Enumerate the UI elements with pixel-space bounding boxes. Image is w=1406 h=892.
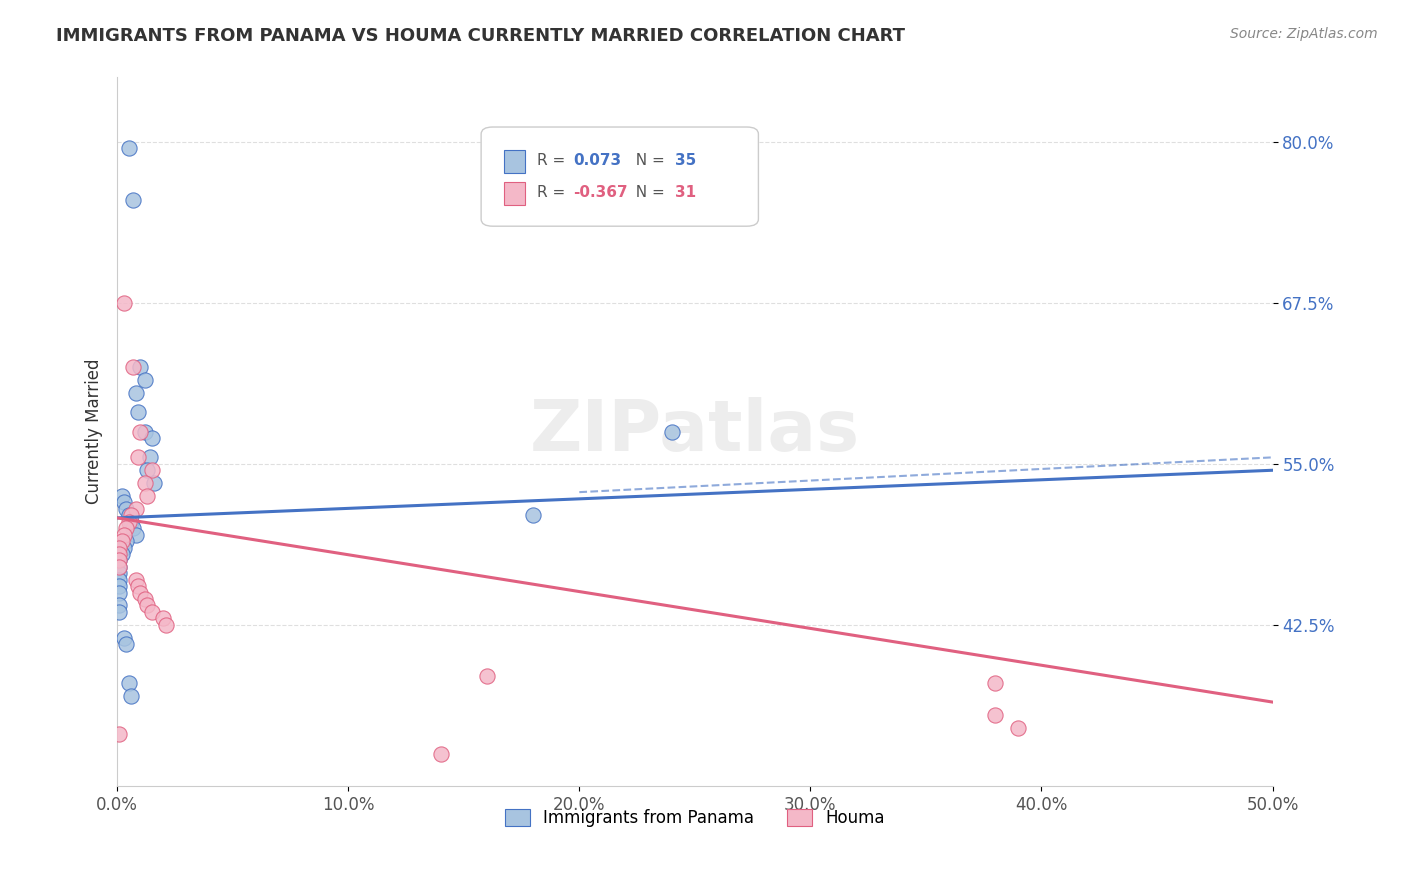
Point	[108, 547, 131, 561]
Text: 31: 31	[675, 185, 696, 200]
Point	[115, 502, 138, 516]
Point	[134, 476, 156, 491]
FancyBboxPatch shape	[505, 150, 524, 173]
Point	[141, 431, 163, 445]
Text: 0.073: 0.073	[574, 153, 621, 168]
Point	[112, 495, 135, 509]
Point	[129, 425, 152, 439]
Point	[136, 489, 159, 503]
Point	[108, 605, 131, 619]
Point	[118, 141, 141, 155]
Point	[127, 579, 149, 593]
Point	[143, 476, 166, 491]
Text: ZIPatlas: ZIPatlas	[530, 397, 860, 467]
Point	[108, 559, 131, 574]
Point	[122, 193, 145, 207]
Point	[108, 553, 131, 567]
Point	[118, 675, 141, 690]
Point	[141, 463, 163, 477]
Text: IMMIGRANTS FROM PANAMA VS HOUMA CURRENTLY MARRIED CORRELATION CHART: IMMIGRANTS FROM PANAMA VS HOUMA CURRENTL…	[56, 27, 905, 45]
Y-axis label: Currently Married: Currently Married	[86, 359, 103, 504]
Point	[152, 611, 174, 625]
Point	[108, 585, 131, 599]
Point	[127, 450, 149, 465]
Point	[108, 579, 131, 593]
Point	[120, 515, 142, 529]
Text: 35: 35	[675, 153, 696, 168]
Point	[136, 463, 159, 477]
Point	[111, 489, 134, 503]
Point	[429, 747, 451, 761]
Point	[111, 547, 134, 561]
Point	[124, 527, 146, 541]
Point	[141, 605, 163, 619]
Point	[118, 515, 141, 529]
Text: N =: N =	[626, 185, 669, 200]
Point	[124, 573, 146, 587]
Point	[115, 521, 138, 535]
Point	[475, 669, 498, 683]
Text: R =: R =	[537, 153, 569, 168]
Point	[661, 425, 683, 439]
Point	[122, 521, 145, 535]
Point	[136, 599, 159, 613]
Point	[134, 373, 156, 387]
Point	[134, 425, 156, 439]
Point	[108, 566, 131, 581]
Point	[120, 508, 142, 523]
Text: -0.367: -0.367	[574, 185, 628, 200]
Point	[112, 631, 135, 645]
Point	[134, 592, 156, 607]
Point	[129, 585, 152, 599]
Point	[108, 541, 131, 555]
Text: Source: ZipAtlas.com: Source: ZipAtlas.com	[1230, 27, 1378, 41]
Point	[122, 360, 145, 375]
FancyBboxPatch shape	[505, 182, 524, 205]
Point	[155, 617, 177, 632]
Point	[111, 534, 134, 549]
Point	[138, 450, 160, 465]
Point	[115, 637, 138, 651]
Point	[127, 405, 149, 419]
Point	[108, 599, 131, 613]
Point	[108, 559, 131, 574]
Point	[108, 573, 131, 587]
Legend: Immigrants from Panama, Houma: Immigrants from Panama, Houma	[498, 803, 891, 834]
Point	[1007, 721, 1029, 735]
Point	[124, 502, 146, 516]
Point	[108, 727, 131, 741]
FancyBboxPatch shape	[481, 127, 758, 227]
Point	[112, 541, 135, 555]
Point	[115, 534, 138, 549]
Point	[120, 689, 142, 703]
Point	[984, 675, 1007, 690]
Text: R =: R =	[537, 185, 569, 200]
Point	[112, 527, 135, 541]
Point	[118, 508, 141, 523]
Point	[124, 386, 146, 401]
Point	[108, 553, 131, 567]
Point	[112, 295, 135, 310]
Point	[129, 360, 152, 375]
Point	[522, 508, 544, 523]
Text: N =: N =	[626, 153, 669, 168]
Point	[984, 708, 1007, 723]
